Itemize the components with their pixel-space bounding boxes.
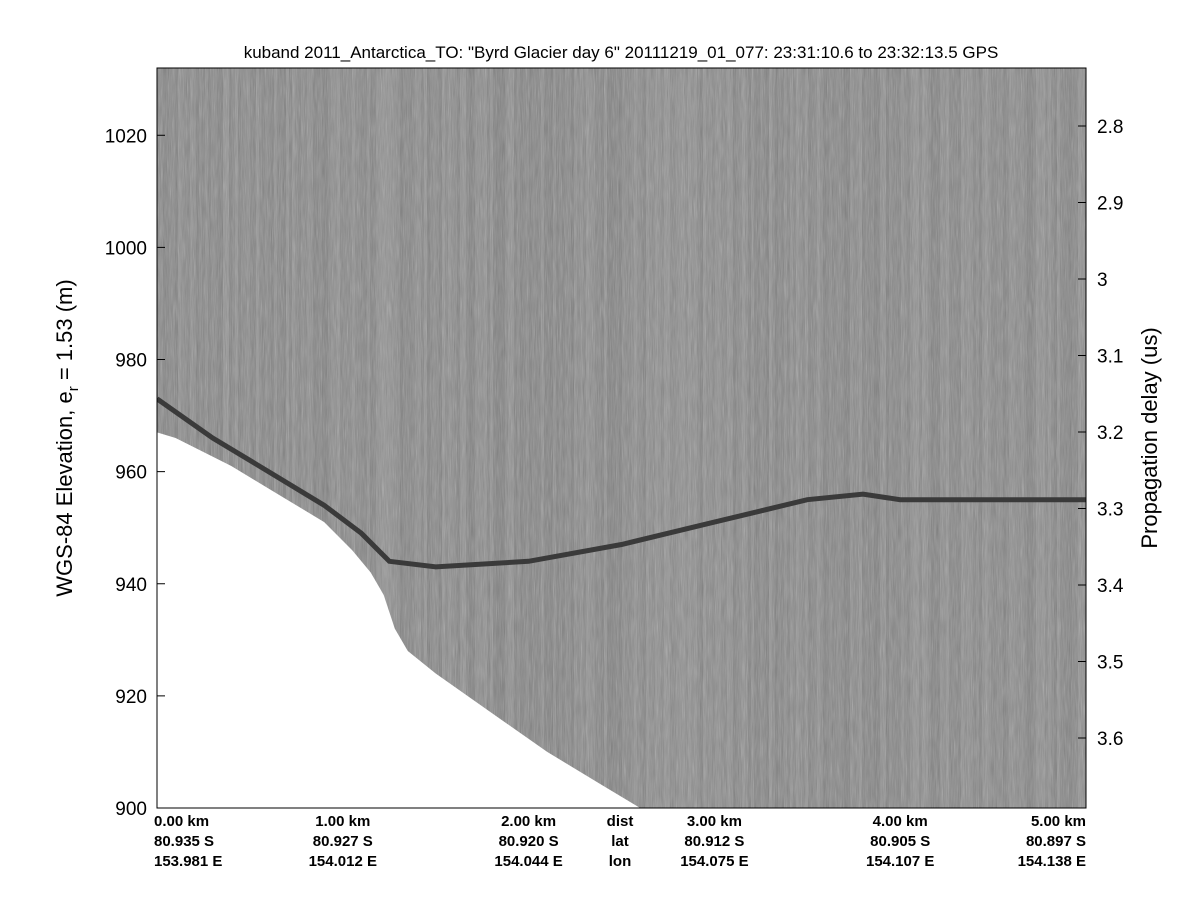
left-axis-label-subscript: r [65,386,82,391]
right-axis-ticks: 2.8 2.9 3 3.1 3.2 3.3 3.4 3.5 3.6 [1078,117,1124,750]
bottom-dist-label: 5.00 km [1031,813,1086,830]
bottom-row-header: dist [607,813,634,830]
bottom-lat-label: 80.920 S [499,833,559,850]
bottom-lon-label: 154.107 E [866,853,934,870]
right-tick-label: 2.9 [1097,194,1123,215]
left-axis-label-main: WGS-84 Elevation, e [52,391,77,596]
bottom-dist-label: 2.00 km [501,813,556,830]
left-tick-label: 940 [115,575,147,596]
chart-title: kuband 2011_Antarctica_TO: "Byrd Glacier… [244,43,999,62]
right-axis-label: Propagation delay (us) [1137,327,1162,548]
right-tick-label: 3.2 [1097,423,1123,444]
left-tick-label: 920 [115,687,147,708]
bottom-lon-label: 153.981 E [154,853,222,870]
no-data-region [157,432,641,808]
surface-echo-line [157,396,1086,570]
left-tick-label: 1000 [105,238,147,259]
bottom-row-header: lat [611,833,629,850]
right-tick-label: 2.8 [1097,117,1123,138]
right-tick-label: 3.3 [1097,500,1123,521]
bottom-dist-label: 1.00 km [315,813,370,830]
left-axis-ticks: 900 920 940 960 980 1000 1020 [105,126,165,820]
right-tick-label: 3.4 [1097,576,1124,597]
bottom-axis-labels: 0.00 km 80.935 S 153.981 E 1.00 km 80.927 S 1… [154,813,1086,870]
left-tick-label: 900 [115,799,147,820]
bottom-dist-label: 0.00 km [154,813,209,830]
bottom-lon-label: 154.012 E [309,853,377,870]
bottom-lon-label: 154.044 E [494,853,562,870]
right-tick-label: 3.6 [1097,729,1123,750]
left-tick-label: 1020 [105,126,147,147]
bottom-lat-label: 80.905 S [870,833,930,850]
left-axis-label-tail: = 1.53 (m) [52,279,77,386]
left-axis-label: WGS-84 Elevation, er = 1.53 (m) [52,279,82,596]
bottom-row-header: lon [609,853,632,870]
bottom-dist-label: 3.00 km [687,813,742,830]
left-tick-label: 980 [115,351,147,372]
bottom-lat-label: 80.897 S [1026,833,1086,850]
bottom-lon-label: 154.138 E [1018,853,1086,870]
right-tick-label: 3.1 [1097,347,1123,368]
right-tick-label: 3.5 [1097,653,1123,674]
plot-frame [156,67,1087,809]
bottom-lat-label: 80.927 S [313,833,373,850]
bottom-dist-label: 4.00 km [873,813,928,830]
bottom-lat-label: 80.912 S [684,833,744,850]
left-tick-label: 960 [115,463,147,484]
right-tick-label: 3 [1097,270,1108,291]
bottom-lat-label: 80.935 S [154,833,214,850]
plot-area [157,68,1086,808]
bottom-lon-label: 154.075 E [680,853,748,870]
